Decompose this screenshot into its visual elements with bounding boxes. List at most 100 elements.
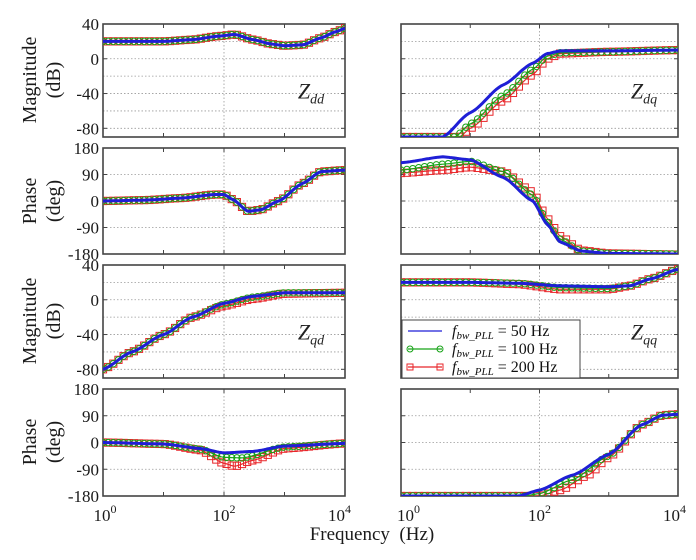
y-tick-label: -90	[76, 219, 99, 238]
x-tick-exp: 2	[545, 502, 551, 516]
marker-square-s200	[444, 165, 453, 174]
panel-annotation: Zdd	[298, 79, 325, 108]
row-label-0-line2: (dB)	[43, 62, 65, 99]
y-tick-label: 90	[82, 407, 99, 426]
legend-marker-circle	[406, 345, 414, 353]
legend-marker-square	[436, 363, 444, 371]
marker-square-s200	[237, 459, 247, 469]
marker-circle-s100	[621, 436, 629, 445]
panel-annotation-sub: dd	[310, 93, 325, 108]
y-tick-label: -80	[76, 360, 99, 379]
x-tick-exp: 4	[680, 502, 686, 516]
marker-square-s200	[461, 163, 470, 172]
series-group	[103, 165, 345, 215]
marker-square-s200	[473, 119, 482, 128]
legend-sub: bw_PLL	[456, 348, 493, 360]
row-label-1-line2: (deg)	[43, 180, 65, 222]
marker-square-s200	[538, 491, 547, 496]
marker-circle-s100	[233, 454, 241, 462]
series-line-s50-top	[103, 27, 345, 47]
marker-square-s200	[479, 113, 488, 122]
y-tick-label: 90	[82, 166, 99, 185]
marker-circle-s100	[509, 174, 517, 183]
x-tick-exp: 2	[230, 502, 236, 516]
marker-circle-s100	[233, 198, 241, 206]
y-tick-label: -80	[76, 119, 99, 138]
series-line-s50-top	[401, 49, 678, 137]
series-group	[103, 288, 345, 374]
marker-square-s200	[485, 165, 494, 174]
marker-square-s200	[532, 67, 541, 76]
x-tick-base: 10	[213, 506, 230, 525]
marker-circle-s100	[526, 190, 535, 198]
x-tick-label: 100	[94, 502, 117, 525]
y-tick-label: -40	[76, 326, 99, 345]
row-label-3-line2: (deg)	[43, 421, 65, 463]
marker-square-s200	[508, 88, 518, 98]
legend-value: = 200 Hz	[494, 359, 558, 376]
legend-label-s100: fbw_PLL = 100 Hz	[452, 341, 557, 360]
legend-value: = 100 Hz	[494, 341, 558, 358]
marker-square-s200	[526, 71, 535, 80]
marker-circle-s100	[456, 129, 464, 137]
row-label-2-line1: Magnitude	[19, 278, 41, 365]
marker-circle-s100	[485, 103, 494, 111]
marker-square-s200	[420, 167, 429, 176]
marker-square-s200	[243, 457, 252, 467]
marker-square-s200	[294, 443, 303, 452]
y-tick-label: -90	[76, 460, 99, 479]
marker-circle-s100	[526, 66, 535, 75]
x-tick-base: 10	[328, 506, 345, 525]
marker-circle-s100	[503, 169, 511, 178]
series-group	[103, 24, 345, 50]
panel-annotation-sub: qd	[310, 334, 325, 349]
panel-annotation-main: Z	[298, 79, 311, 104]
marker-circle-s100	[521, 186, 529, 194]
series-line-s50-top	[401, 155, 678, 254]
row-label-0-line1: Magnitude	[19, 37, 41, 124]
marker-circle-s100	[426, 133, 435, 137]
panel-annotation: Zdq	[631, 79, 657, 108]
panel-annotation-main: Z	[631, 320, 644, 345]
series-line-s50	[103, 26, 345, 48]
marker-circle-s100	[414, 133, 423, 137]
marker-square-s200	[432, 166, 441, 175]
marker-circle-s100	[515, 180, 523, 188]
marker-circle-s100	[145, 338, 154, 346]
marker-square-s200	[438, 165, 447, 175]
marker-square-s200	[449, 164, 459, 174]
legend-f: f	[452, 341, 459, 358]
x-tick-label: 100	[397, 502, 420, 525]
legend-f: f	[452, 359, 459, 376]
marker-circle-s100	[432, 133, 441, 137]
marker-circle-s100	[627, 430, 635, 438]
y-tick-label: 0	[91, 291, 100, 310]
panel-Zdq-mag: Zdq	[400, 23, 679, 138]
marker-square-s200	[227, 461, 236, 470]
panel-Zqd-mag: 40 0 -40 -80 Zqd	[76, 256, 346, 379]
series-line-s50-top	[103, 441, 345, 455]
marker-circle-s100	[140, 341, 148, 350]
marker-circle-s100	[420, 133, 429, 137]
marker-square-s200	[514, 178, 523, 187]
marker-circle-s100	[468, 119, 476, 127]
panel-annotation-main: Z	[631, 79, 644, 104]
y-tick-label: 0	[91, 50, 100, 69]
marker-circle-s100	[238, 454, 246, 462]
y-tick-label: -180	[68, 245, 99, 264]
panel-annotation: Zqq	[631, 320, 657, 349]
y-tick-label: -180	[68, 487, 99, 506]
legend-f: f	[452, 323, 459, 340]
marker-circle-s100	[403, 133, 411, 137]
marker-square-s200	[532, 491, 541, 496]
x-tick-base: 10	[94, 506, 111, 525]
legend-sub: bw_PLL	[456, 330, 493, 342]
marker-circle-s100	[532, 62, 541, 71]
marker-circle-s100	[289, 185, 298, 194]
marker-circle-s100	[503, 89, 511, 97]
marker-square-s200	[585, 470, 594, 479]
marker-square-s200	[401, 168, 406, 178]
x-tick-exp: 4	[345, 502, 351, 516]
series-group	[103, 438, 345, 470]
